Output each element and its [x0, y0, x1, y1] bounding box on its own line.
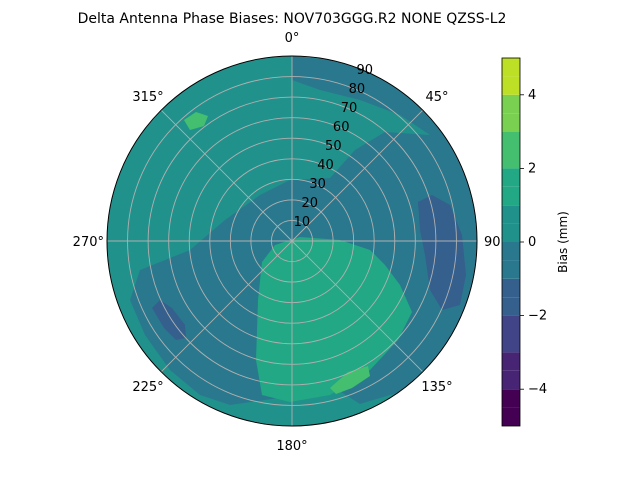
- contour-south-lobe: [256, 237, 412, 402]
- colorbar-label: Bias (mm): [556, 211, 570, 273]
- grid-spoke-315: [160, 109, 293, 242]
- colorbar-band: [502, 150, 520, 169]
- colorbar-bands: [502, 58, 520, 426]
- radial-tick-10: 10: [294, 215, 311, 230]
- angular-tick-90: 90°: [484, 235, 507, 250]
- colorbar-band: [502, 223, 520, 242]
- colorbar-band: [502, 407, 520, 426]
- radial-tick-70: 70: [341, 101, 358, 116]
- angular-tick-0: 0°: [285, 31, 300, 46]
- colorbar-tick-label: 4: [528, 88, 536, 103]
- contour-northwest-patch: [184, 112, 208, 130]
- polar-frame: [106, 55, 478, 427]
- colorbar-tick-label: −4: [528, 382, 547, 397]
- radial-tick-80: 80: [349, 82, 366, 97]
- colorbar-band: [502, 205, 520, 224]
- colorbar-band: [502, 334, 520, 353]
- colorbar-band: [502, 58, 520, 77]
- colorbar-band: [502, 260, 520, 279]
- colorbar-tick-label: 0: [528, 235, 536, 250]
- colorbar-ticks: −4 −2 0 2 4: [520, 88, 547, 397]
- angular-tick-180: 180°: [276, 439, 307, 454]
- radial-tick-50: 50: [325, 139, 342, 154]
- colorbar-band: [502, 76, 520, 95]
- radial-tick-40: 40: [317, 158, 334, 173]
- colorbar-band: [502, 278, 520, 298]
- colorbar-band: [502, 315, 520, 334]
- grid-spoke-45: [291, 109, 424, 242]
- radial-tick-labels: 10 20 30 40 50 60 70 80 90: [294, 63, 373, 230]
- contour-southwest-patch: [152, 300, 186, 340]
- grid-spoke-135: [291, 240, 424, 373]
- radial-tick-90: 90: [357, 63, 374, 78]
- angular-tick-135: 135°: [421, 380, 452, 395]
- colorbar-band: [502, 389, 520, 408]
- angular-tick-270: 270°: [73, 235, 104, 250]
- colorbar-band: [502, 94, 520, 114]
- radial-tick-30: 30: [309, 177, 326, 192]
- polar-plot-area: [107, 56, 477, 426]
- angular-tick-225: 225°: [132, 380, 163, 395]
- colorbar-tick-label: 2: [528, 161, 536, 176]
- angular-tick-45: 45°: [425, 90, 448, 105]
- contour-southeast-patch: [330, 366, 370, 394]
- colorbar-band: [502, 131, 520, 150]
- colorbar-tick-label: −2: [528, 309, 547, 324]
- grid-spoke-225: [160, 240, 293, 373]
- colorbar-band: [502, 113, 520, 132]
- colorbar-band: [502, 186, 520, 206]
- colorbar-band: [502, 168, 520, 187]
- angular-tick-315: 315°: [132, 90, 163, 105]
- radial-tick-20: 20: [301, 196, 318, 211]
- polar-grid: [107, 56, 477, 426]
- colorbar-band: [502, 352, 520, 371]
- chart-title: Delta Antenna Phase Biases: NOV703GGG.R2…: [78, 11, 507, 27]
- colorbar-band: [502, 242, 520, 261]
- colorbar-band: [502, 297, 520, 316]
- colorbar-band: [502, 370, 520, 390]
- radial-tick-60: 60: [333, 120, 350, 135]
- angular-tick-labels: 0° 45° 90° 135° 180° 225° 270° 315°: [73, 31, 507, 454]
- colorbar: −4 −2 0 2 4 Bias (mm): [501, 57, 570, 427]
